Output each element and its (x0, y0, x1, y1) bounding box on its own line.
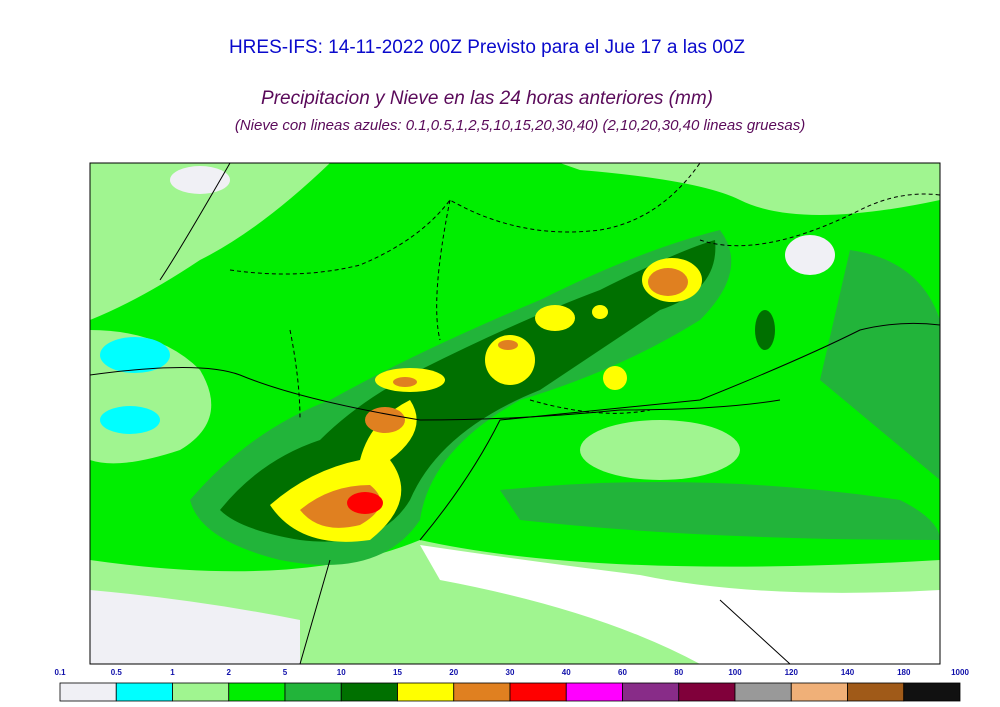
color-box (397, 682, 455, 702)
color-box (172, 682, 230, 702)
color-box (284, 682, 342, 702)
color-box (847, 682, 905, 702)
color-box (734, 682, 792, 702)
color-box (678, 682, 736, 702)
color-box (115, 682, 173, 702)
color-box (59, 682, 117, 702)
title: HRES-IFS: 14-11-2022 00Z Previsto para e… (229, 37, 745, 58)
level-label: 60 (618, 668, 627, 677)
color-box (509, 682, 567, 702)
color-box (565, 682, 623, 702)
color-box (790, 682, 848, 702)
level-label: 180 (897, 668, 911, 677)
note: (Nieve con lineas azules: 0.1,0.5,1,2,5,… (235, 117, 805, 134)
subtitle: Precipitacion y Nieve en las 24 horas an… (261, 88, 713, 109)
color-box (622, 682, 680, 702)
level-label: 1 (170, 668, 175, 677)
level-label: 2 (227, 668, 232, 677)
color-box (903, 682, 961, 702)
level-label: 10 (337, 668, 346, 677)
colorbar: 0.1 0.5 1 2 5 10 15 20 30 40 60 80 100 120 140 180 1000 (54, 668, 969, 702)
color-box (228, 682, 286, 702)
map (89, 162, 941, 665)
level-label: 140 (841, 668, 855, 677)
level-label: 120 (785, 668, 799, 677)
color-box (340, 682, 398, 702)
level-label: 30 (506, 668, 515, 677)
level-label: 40 (562, 668, 571, 677)
color-box (453, 682, 511, 702)
level-label: 0.5 (111, 668, 123, 677)
level-label: 0.1 (54, 668, 66, 677)
level-label: 100 (728, 668, 742, 677)
level-label: 15 (393, 668, 402, 677)
level-label: 1000 (951, 668, 969, 677)
level-label: 5 (283, 668, 288, 677)
level-label: 20 (449, 668, 458, 677)
level-label: 80 (674, 668, 683, 677)
